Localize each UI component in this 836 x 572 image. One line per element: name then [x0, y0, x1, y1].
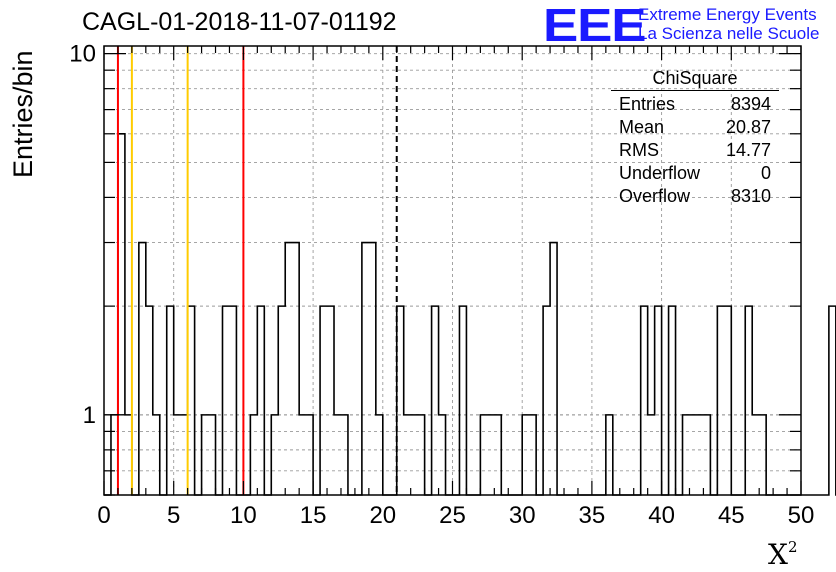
stats-value: 14.77 — [725, 140, 771, 160]
histogram-bin — [376, 415, 383, 495]
histogram-bin — [334, 415, 341, 495]
x-tick-label: 30 — [509, 502, 536, 529]
x-tick-label: 40 — [648, 502, 675, 529]
stats-row-mean: Mean 20.87 — [611, 116, 779, 139]
histogram-bin — [174, 415, 181, 495]
y-tick-label: 1 — [83, 402, 96, 429]
histogram-bin — [327, 306, 334, 495]
x-tick-label: 15 — [300, 502, 327, 529]
histogram-bin — [188, 306, 195, 495]
histogram-bin — [209, 415, 216, 495]
chart-title: CAGL-01-2018-11-07-01192 — [82, 8, 397, 36]
stats-row-overflow: Overflow 8310 — [611, 185, 779, 208]
histogram-bin — [181, 415, 188, 495]
stats-value: 0 — [760, 163, 771, 183]
histogram-bin — [759, 415, 766, 495]
histogram-bin — [683, 415, 690, 495]
stats-box-title: ChiSquare — [611, 68, 779, 91]
stats-label: RMS — [619, 140, 659, 160]
histogram-bin — [111, 415, 118, 495]
histogram-bin — [696, 415, 703, 495]
histogram-bin — [369, 243, 376, 495]
x-tick-label: 35 — [579, 502, 606, 529]
histogram-bin — [655, 306, 662, 495]
histogram-bin — [167, 306, 174, 495]
histogram-bin — [494, 415, 501, 495]
stats-value: 8394 — [730, 94, 771, 114]
histogram-bin — [543, 306, 550, 495]
histogram-bin — [432, 306, 439, 495]
histogram-bin — [703, 415, 710, 495]
histogram-bin — [229, 306, 236, 495]
x-tick-label: 25 — [439, 502, 466, 529]
x-tick-label: 50 — [788, 502, 815, 529]
histogram-bin — [222, 306, 229, 495]
histogram-bin — [724, 306, 731, 495]
histogram-bin — [606, 415, 613, 495]
histogram-bin — [362, 243, 369, 495]
histogram-bin — [404, 415, 411, 495]
stats-row-underflow: Underflow 0 — [611, 162, 779, 185]
histogram-bin — [278, 306, 285, 495]
histogram-bin — [341, 415, 348, 495]
histogram-bin — [745, 306, 752, 495]
histogram-bin — [717, 306, 724, 495]
x-tick-label: 10 — [230, 502, 257, 529]
histogram-bin — [669, 306, 676, 495]
stats-box: ChiSquare Entries 8394 Mean 20.87 RMS 14… — [611, 68, 779, 208]
y-axis-label: Entries/bin — [8, 50, 38, 178]
y-tick-label: 10 — [69, 41, 96, 68]
histogram-bin — [411, 415, 418, 495]
histogram-bin — [829, 306, 836, 495]
histogram-bin — [139, 243, 146, 495]
histogram-bin — [125, 415, 132, 495]
histogram-bin — [153, 415, 160, 495]
x-tick-label: 0 — [97, 502, 110, 529]
stats-label: Underflow — [619, 163, 701, 183]
x-axis-label: X2 — [768, 538, 797, 571]
histogram-bin — [480, 415, 487, 495]
stats-label: Mean — [619, 117, 665, 137]
histogram-bin — [118, 134, 125, 495]
histogram-bin — [529, 415, 536, 495]
histogram-bin — [292, 243, 299, 495]
logo-line-1: Extreme Energy Events — [638, 5, 817, 24]
x-tick-label: 45 — [718, 502, 745, 529]
stats-label: Entries — [619, 94, 676, 114]
histogram-bin — [146, 306, 153, 495]
histogram-bin — [257, 306, 264, 495]
histogram-bin — [550, 243, 557, 495]
stats-row-entries: Entries 8394 — [611, 93, 779, 116]
histogram-bin — [641, 306, 648, 495]
histogram-bin — [202, 415, 209, 495]
histogram-bin — [752, 415, 759, 495]
histogram-bin — [459, 306, 466, 495]
histogram-bin — [285, 243, 292, 495]
histogram-bin — [487, 415, 494, 495]
stats-row-rms: RMS 14.77 — [611, 139, 779, 162]
histogram-bin — [689, 415, 696, 495]
histogram-bin — [648, 415, 655, 495]
histogram-bin — [320, 306, 327, 495]
histogram-bin — [250, 415, 257, 495]
x-tick-label: 20 — [369, 502, 396, 529]
x-axis-label-superscript: 2 — [787, 538, 798, 556]
histogram-bin — [299, 415, 306, 495]
histogram-bin — [439, 415, 446, 495]
x-tick-label: 5 — [167, 502, 180, 529]
histogram-bin — [397, 306, 404, 495]
histogram-bin — [271, 415, 278, 495]
stats-value: 20.87 — [725, 117, 771, 137]
histogram-bin — [306, 415, 313, 495]
stats-value: 8310 — [730, 186, 771, 206]
x-axis-label-base: X — [768, 538, 788, 571]
histogram-bin — [522, 415, 529, 495]
eee-logo: EEE — [543, 0, 647, 51]
stats-label: Overflow — [619, 186, 691, 206]
histogram-bin — [418, 415, 425, 495]
logo-line-2: La Scienza nelle Scuole — [638, 24, 820, 43]
